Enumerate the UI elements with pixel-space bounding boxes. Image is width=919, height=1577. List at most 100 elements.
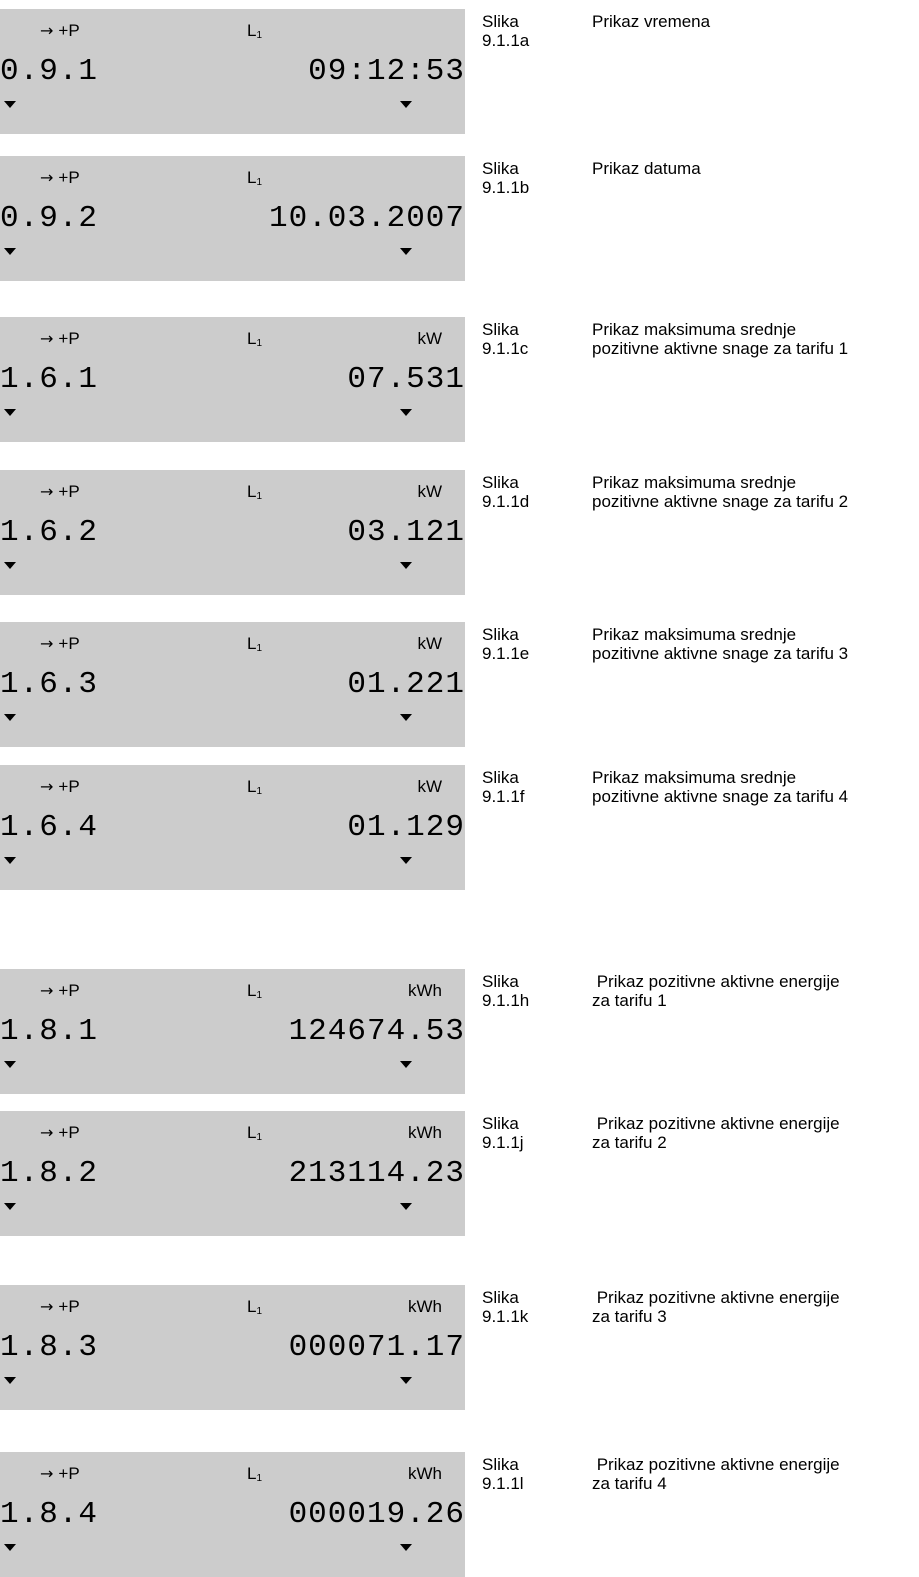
figure-caption: Slika 9.1.1h <box>482 972 530 1010</box>
display-value: 10.03.2007 <box>268 201 465 236</box>
triangle-marker-icon <box>4 857 16 864</box>
obis-code: 1.6.4 <box>0 810 99 845</box>
obis-code: 1.6.2 <box>0 515 99 550</box>
obis-code: 0.9.2 <box>0 201 99 236</box>
display-value: 09:12:53 <box>308 54 465 89</box>
triangle-marker-icon <box>4 248 16 255</box>
obis-code: 0.9.1 <box>0 54 99 89</box>
figure-description: Prikaz datuma <box>592 159 701 178</box>
triangle-marker-icon <box>400 714 412 721</box>
arrow-right-icon: → <box>40 482 54 501</box>
unit-label: kWh <box>408 1123 442 1142</box>
figure-description: Prikaz pozitivne aktivne energije za tar… <box>592 972 840 1010</box>
display-value: 03.121 <box>347 515 465 550</box>
obis-code: 1.8.1 <box>0 1014 99 1049</box>
triangle-marker-icon <box>4 409 16 416</box>
triangle-marker-icon <box>4 1544 16 1551</box>
display-value: 01.221 <box>347 667 465 702</box>
figure-caption: Slika 9.1.1b <box>482 159 530 197</box>
figure-caption: Slika 9.1.1j <box>482 1114 524 1152</box>
figure-description: Prikaz maksimuma srednje pozitivne aktiv… <box>592 473 849 511</box>
phase-indicator: L1 <box>247 21 263 41</box>
meter-display: → +P L1 kWh 1.8.3 000071.17 <box>0 1285 465 1410</box>
arrow-right-icon: → <box>40 1464 54 1483</box>
figure-description: Prikaz maksimuma srednje pozitivne aktiv… <box>592 625 849 663</box>
arrow-right-icon: → <box>40 634 54 653</box>
figure-description: Prikaz pozitivne aktivne energije za tar… <box>592 1114 840 1152</box>
unit-label: kWh <box>408 1297 442 1316</box>
arrow-right-icon: → <box>40 1123 54 1142</box>
energy-direction-indicator: → +P <box>40 1123 80 1142</box>
display-value: 000019.26 <box>288 1497 465 1532</box>
figure-caption: Slika 9.1.1l <box>482 1455 524 1493</box>
unit-label: kW <box>417 777 442 796</box>
display-value: 213114.23 <box>288 1156 465 1191</box>
arrow-right-icon: → <box>40 1297 54 1316</box>
phase-indicator: L1 <box>247 168 263 188</box>
obis-code: 1.8.2 <box>0 1156 99 1191</box>
phase-indicator: L1 <box>247 1464 263 1484</box>
phase-indicator: L1 <box>247 981 263 1001</box>
triangle-marker-icon <box>400 562 412 569</box>
phase-indicator: L1 <box>247 634 263 654</box>
energy-direction-indicator: → +P <box>40 981 80 1000</box>
phase-indicator: L1 <box>247 329 263 349</box>
display-value: 01.129 <box>347 810 465 845</box>
unit-label: kW <box>417 482 442 501</box>
figure-description: Prikaz maksimuma srednje pozitivne aktiv… <box>592 320 849 358</box>
meter-display: → +P L1 kWh 1.8.2 213114.23 <box>0 1111 465 1236</box>
triangle-marker-icon <box>400 1544 412 1551</box>
arrow-right-icon: → <box>40 777 54 796</box>
triangle-marker-icon <box>4 101 16 108</box>
triangle-marker-icon <box>400 1061 412 1068</box>
triangle-marker-icon <box>4 714 16 721</box>
obis-code: 1.8.4 <box>0 1497 99 1532</box>
energy-direction-indicator: → +P <box>40 777 80 796</box>
unit-label: kWh <box>408 981 442 1000</box>
figure-description: Prikaz pozitivne aktivne energije za tar… <box>592 1455 840 1493</box>
triangle-marker-icon <box>4 1203 16 1210</box>
phase-indicator: L1 <box>247 777 263 797</box>
energy-direction-indicator: → +P <box>40 329 80 348</box>
figure-description: Prikaz vremena <box>592 12 711 31</box>
triangle-marker-icon <box>400 248 412 255</box>
triangle-marker-icon <box>4 1377 16 1384</box>
energy-direction-indicator: → +P <box>40 634 80 653</box>
figure-caption: Slika 9.1.1f <box>482 768 525 806</box>
figure-description: Prikaz maksimuma srednje pozitivne aktiv… <box>592 768 849 806</box>
triangle-marker-icon <box>400 1203 412 1210</box>
obis-code: 1.6.3 <box>0 667 99 702</box>
obis-code: 1.6.1 <box>0 362 99 397</box>
figure-caption: Slika 9.1.1a <box>482 12 530 50</box>
triangle-marker-icon <box>4 562 16 569</box>
figure-description: Prikaz pozitivne aktivne energije za tar… <box>592 1288 840 1326</box>
meter-display: → +P L1 kW 1.6.1 07.531 <box>0 317 465 442</box>
energy-direction-indicator: → +P <box>40 21 80 40</box>
triangle-marker-icon <box>400 1377 412 1384</box>
energy-direction-indicator: → +P <box>40 1297 80 1316</box>
unit-label: kWh <box>408 1464 442 1483</box>
figure-caption: Slika 9.1.1c <box>482 320 529 358</box>
figure-caption: Slika 9.1.1k <box>482 1288 529 1326</box>
meter-display: → +P L1 kW 1.6.3 01.221 <box>0 622 465 747</box>
display-value: 000071.17 <box>288 1330 465 1365</box>
meter-display: → +P L1 0.9.1 09:12:53 <box>0 9 465 134</box>
triangle-marker-icon <box>400 409 412 416</box>
obis-code: 1.8.3 <box>0 1330 99 1365</box>
figure-caption: Slika 9.1.1d <box>482 473 530 511</box>
energy-direction-indicator: → +P <box>40 1464 80 1483</box>
arrow-right-icon: → <box>40 21 54 40</box>
display-value: 07.531 <box>347 362 465 397</box>
display-value: 124674.53 <box>288 1014 465 1049</box>
meter-display: → +P L1 kWh 1.8.4 000019.26 <box>0 1452 465 1577</box>
meter-display: → +P L1 kWh 1.8.1 124674.53 <box>0 969 465 1094</box>
energy-direction-indicator: → +P <box>40 168 80 187</box>
figure-caption: Slika 9.1.1e <box>482 625 530 663</box>
triangle-marker-icon <box>400 857 412 864</box>
meter-display: → +P L1 0.9.2 10.03.2007 <box>0 156 465 281</box>
phase-indicator: L1 <box>247 1297 263 1317</box>
energy-direction-indicator: → +P <box>40 482 80 501</box>
arrow-right-icon: → <box>40 168 54 187</box>
triangle-marker-icon <box>400 101 412 108</box>
